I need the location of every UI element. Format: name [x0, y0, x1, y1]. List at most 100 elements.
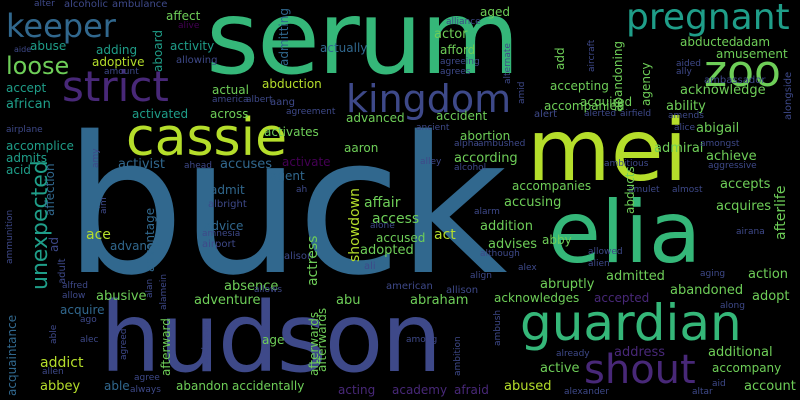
word-afraid: afraid: [454, 383, 489, 397]
word-ally: ally: [676, 67, 692, 77]
word-alcohol: alcohol: [454, 163, 487, 173]
word-adventure: adventure: [194, 293, 261, 308]
word-activate: activate: [282, 155, 331, 169]
word-adopted: adopted: [360, 243, 414, 258]
word-abducted: abducted: [680, 35, 737, 49]
word-activated: activated: [132, 107, 189, 121]
word-accepts: accepts: [720, 177, 771, 192]
word-almost: almost: [672, 185, 703, 195]
word-serum: serum: [206, 0, 520, 98]
word-alive: alive: [178, 21, 200, 31]
word-ago: ago: [80, 315, 97, 325]
word-ah: ah: [296, 185, 308, 195]
word-ancient: ancient: [416, 123, 450, 133]
word-hudson: hudson: [100, 282, 442, 394]
word-amends: amends: [668, 111, 704, 121]
word-accomplice: accomplice: [6, 139, 74, 153]
word-adam: adam: [736, 35, 771, 49]
word-abbey: abbey: [40, 379, 81, 394]
word-accepted: accepted: [594, 291, 650, 305]
word-aging: aging: [700, 269, 726, 279]
word-alec: alec: [80, 335, 99, 345]
word-adding: adding: [96, 43, 138, 57]
word-amulet: amulet: [628, 185, 660, 195]
word-ambitious: ambitious: [604, 159, 649, 169]
word-act: act: [434, 227, 456, 243]
word-alone: alone: [370, 221, 395, 231]
word-alcoholic: alcoholic: [64, 0, 109, 10]
word-abducts: abducts: [623, 166, 637, 214]
word-aaron: aaron: [344, 141, 379, 155]
word-accused: accused: [376, 231, 426, 245]
word-activity: activity: [170, 39, 215, 53]
word-academy: academy: [392, 383, 448, 397]
word-afterlife: afterlife: [773, 185, 789, 240]
word-accept: accept: [6, 81, 47, 95]
word-airport: airport: [202, 239, 236, 250]
word-ammunition: ammunition: [5, 209, 15, 264]
word-aftermath: afterwards: [315, 307, 329, 372]
word-align: align: [470, 271, 492, 281]
word-address: address: [614, 345, 666, 360]
word-amount: amount: [104, 67, 139, 77]
word-mei: mei: [527, 101, 688, 201]
word-agreeing: agreeing: [440, 57, 480, 67]
word-age: age: [262, 333, 285, 347]
word-able: able: [104, 379, 130, 393]
word-ambulance: ambulance: [112, 0, 168, 10]
word-strict: strict: [62, 62, 169, 111]
word-ad: ad: [47, 237, 61, 252]
word-allison: allison: [446, 285, 479, 296]
word-african: african: [6, 97, 51, 112]
word-albright: albright: [208, 199, 247, 210]
word-accident: accident: [436, 109, 488, 123]
word-abandon: abandon: [176, 379, 229, 393]
word-ambition: ambition: [453, 336, 463, 376]
word-aggressive: aggressive: [708, 161, 757, 171]
word-aang: aang: [270, 97, 295, 108]
word-amy: amy: [91, 148, 101, 168]
word-aircraft: aircraft: [587, 39, 597, 72]
word-alfred: alfred: [62, 281, 88, 291]
word-always: always: [130, 385, 161, 395]
word-actress: actress: [305, 235, 321, 286]
word-ahead: ahead: [184, 161, 212, 171]
word-airfield: airfield: [620, 109, 652, 119]
word-anderson: anderson: [201, 321, 211, 364]
word-agent: agent: [270, 169, 305, 183]
word-allowed: allowed: [588, 247, 623, 257]
word-alliance: alliance: [446, 17, 481, 27]
word-acquires: acquires: [716, 199, 772, 214]
word-already: already: [556, 349, 590, 359]
word-alamein: alamein: [159, 273, 169, 310]
word-alpha: alpha: [454, 139, 479, 149]
word-admit: admit: [210, 183, 245, 197]
word-accusing: accusing: [504, 195, 562, 210]
word-actual: actual: [212, 83, 249, 97]
word-cassie: cassie: [126, 108, 288, 168]
word-abruptly: abruptly: [540, 277, 595, 292]
word-acknowledges: acknowledges: [494, 291, 580, 305]
word-abusive: abusive: [96, 289, 147, 304]
word-aide: aide: [14, 45, 32, 54]
word-keeper: keeper: [6, 7, 116, 45]
word-accepting: accepting: [550, 79, 609, 93]
word-abandoning: abandoning: [611, 40, 625, 112]
word-add: add: [553, 47, 567, 70]
word-abortion: abortion: [460, 129, 511, 143]
word-acquired: acquired: [580, 95, 633, 109]
word-alter: alter: [34, 0, 55, 9]
word-admitting: admitting: [277, 8, 291, 66]
word-ace: ace: [86, 227, 111, 243]
word-across: across: [210, 107, 249, 121]
word-ali: ali: [364, 261, 376, 272]
word-alan: alan: [145, 278, 155, 298]
word-american: american: [386, 281, 433, 292]
word-shout: shout: [584, 347, 696, 393]
word-acknowledge: acknowledge: [680, 83, 766, 98]
word-ambassador: ambassador: [704, 75, 766, 86]
word-aid: aid: [712, 379, 726, 389]
word-amid: amid: [517, 81, 527, 105]
word-alex: alex: [518, 263, 537, 273]
